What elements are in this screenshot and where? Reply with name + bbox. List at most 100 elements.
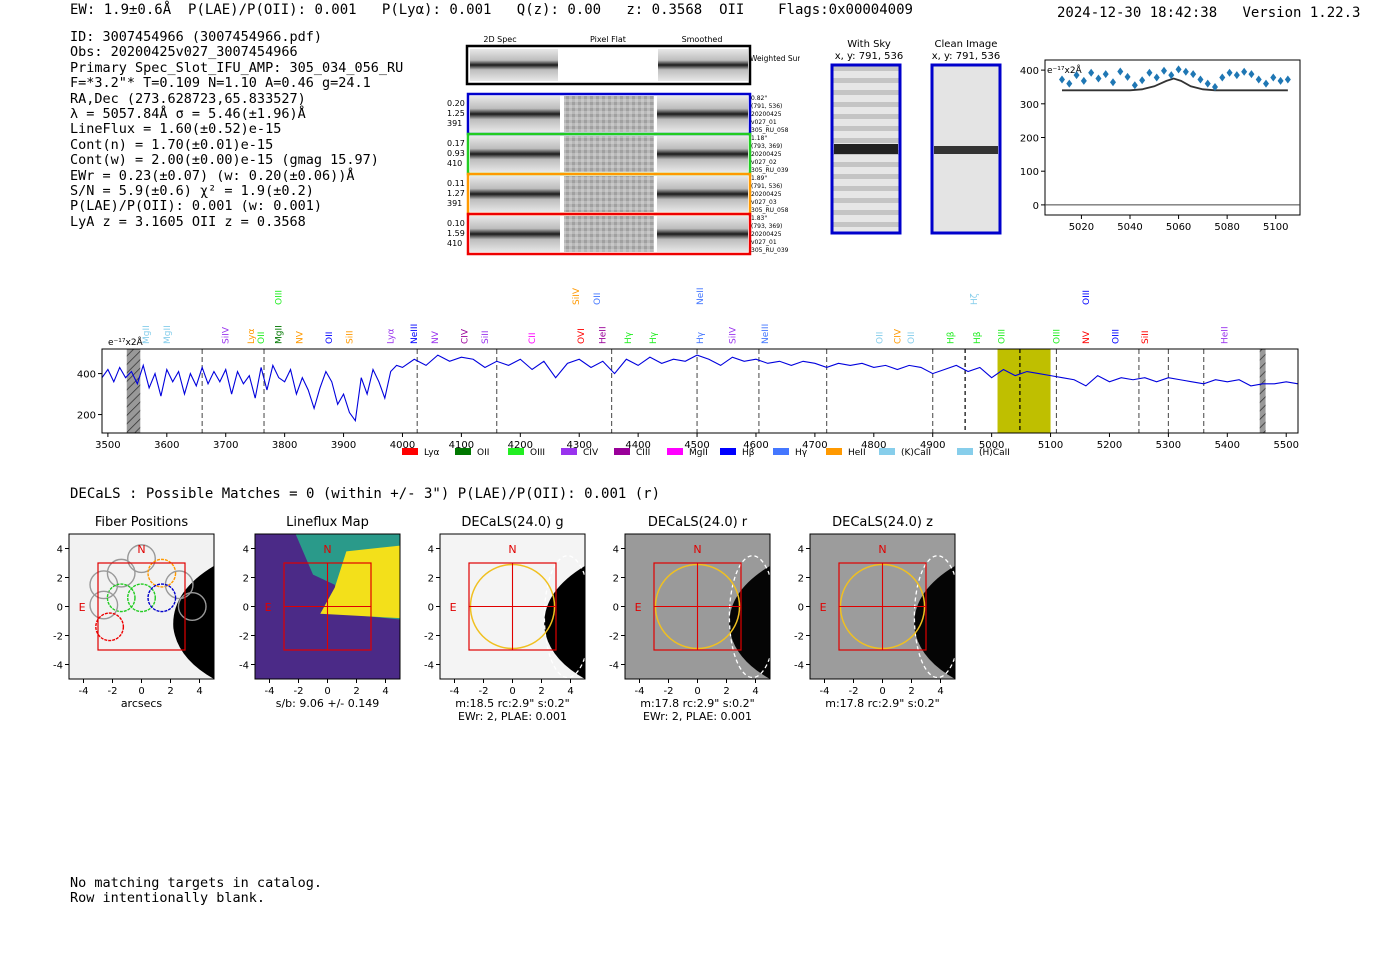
legend-label: OIII [530,448,545,458]
col-title-smoothed: Smoothed [682,35,723,44]
zoom-data-point [1102,70,1109,79]
fiber-circle [147,583,177,613]
line-label: SiIV [728,326,738,344]
north-label: N [323,543,331,556]
decals-ytick-label: 4 [798,545,804,556]
decals-ytick-label: -4 [794,661,804,672]
legend-label: CIV [583,448,599,458]
zoom-data-point [1284,75,1291,84]
info-line: Primary Spec_Slot_IFU_AMP: 305_034_056_R… [70,59,404,76]
spectrum-ytick-label: 200 [77,411,96,422]
cutout-right-label: 20200425 [751,151,782,158]
zoom-data-point [1080,76,1087,85]
line-label: OIII [1111,329,1121,344]
spectrum-xtick-label: 3600 [154,440,179,451]
cutout-right-label: 1.89" [751,175,767,182]
cutout-smoothed [657,136,748,172]
decals-ytick-label: 2 [57,574,63,585]
decals-xtick-label: -4 [265,686,275,697]
cutout-right-label: 20200425 [751,111,782,118]
spectrum-xtick-label: 4100 [449,440,474,451]
decals-ytick-label: -4 [609,661,619,672]
decals-ytick-label: -2 [609,632,619,643]
cutout-right-label: v027_01 [751,239,777,246]
zoom-ylabel: e⁻¹⁷x2Å [1047,64,1083,76]
zoom-data-point [1248,70,1255,79]
cutout-pixel-flat [564,216,654,252]
spectrum-xtick-label: 4300 [566,440,591,451]
qz-value: Q(z): 0.00 [516,2,602,18]
decals-xtick-label: 2 [723,686,729,697]
spectrum-xtick-label: 4400 [625,440,650,451]
zoom-data-point [1153,73,1160,82]
line-label: SiII [1141,330,1151,344]
decals-xtick-label: -2 [479,686,489,697]
with-sky-trace [834,144,898,154]
clean-image-trace [934,146,998,154]
decals-ytick-label: 4 [243,545,249,556]
zoom-data-point [1219,73,1226,82]
cutout-right-label: 20200425 [751,231,782,238]
decals-xlabel: m:18.5 rc:2.9" s:0.2" [455,697,570,710]
zoom-data-point [1117,67,1124,76]
zoom-data-point [1233,71,1240,80]
footer-text: No matching targets in catalog. Row inte… [70,875,322,907]
decals-ytick-label: -4 [424,661,434,672]
zoom-data-point [1161,66,1167,75]
decals-panel-title: Lineflux Map [286,515,369,530]
decals-xtick-label: 4 [937,686,943,697]
bright-source [544,565,585,679]
fiber-circle [106,558,136,588]
cutout-left-label: 410 [447,159,462,168]
plae-value: P(LAE)/P(OII): 0.001 [188,2,357,18]
cutout-right-label: v027_02 [751,159,777,166]
zoom-xtick-label: 5040 [1117,222,1142,233]
cutout-left-label: 0.17 [447,139,465,148]
east-label: E [450,601,457,614]
clean-image-coords: x, y: 791, 536 [932,51,1001,62]
legend-label: OII [477,448,489,458]
line-label: MgII [275,325,285,344]
decals-xtick-label: 2 [353,686,359,697]
spectrum-xtick-label: 5100 [1038,440,1063,451]
spectrum-xtick-label: 3800 [272,440,297,451]
info-line: Obs: 20200425v027_3007454966 [70,44,298,61]
decals-panel: Fiber Positions N E -4 -4 -2 -2 0 0 2 2 4 4 arcsecs [53,515,215,710]
info-line: S/N = 5.9(±0.6) χ² = 1.9(±0.2) [70,183,314,200]
cutout-right-label: (793, 369) [751,143,782,150]
decals-ytick-label: -2 [239,632,249,643]
legend-swatch [957,448,973,455]
lineflux-yellow-region [320,545,400,619]
decals-ytick-label: 4 [613,545,619,556]
info-line: LineFlux = 1.60(±0.52)e-15 [70,121,282,138]
zoom-data-point [1095,74,1102,83]
spectrum-xtick-label: 3900 [331,440,356,451]
info-line: Cont(w) = 2.00(±0.00)e-15 (gmag 15.97) [70,152,379,169]
decals-panel-title: DECaLS(24.0) z [832,515,933,530]
spectrum-xtick-label: 3700 [213,440,238,451]
decals-xtick-label: 4 [752,686,758,697]
decals-ytick-label: -2 [794,632,804,643]
zoom-data-point [1277,76,1284,85]
zoom-data-point [1270,73,1277,82]
north-label: N [693,543,701,556]
cutout-left-label: 391 [447,199,462,208]
ew-value: EW: 1.9±0.6Å [70,2,172,18]
detection-info: ID: 3007454966 (3007454966.pdf) Obs: 2020… [70,29,404,230]
footer-line-2: Row intentionally blank. [70,890,266,907]
north-label: N [137,543,145,556]
zoom-ytick-label: 400 [1020,66,1039,77]
zoom-data-point [1212,82,1218,91]
cutout-pixel-flat [564,136,654,172]
spectrum-xtick-label: 3500 [95,440,120,451]
region-box [97,562,186,651]
zoom-data-point [1059,75,1065,84]
cutout-2dspec [470,176,560,212]
line-label-upper: OII [593,293,603,305]
zoom-data-point [1088,68,1095,77]
decals-xtick-label: 2 [538,686,544,697]
north-label: N [878,543,886,556]
